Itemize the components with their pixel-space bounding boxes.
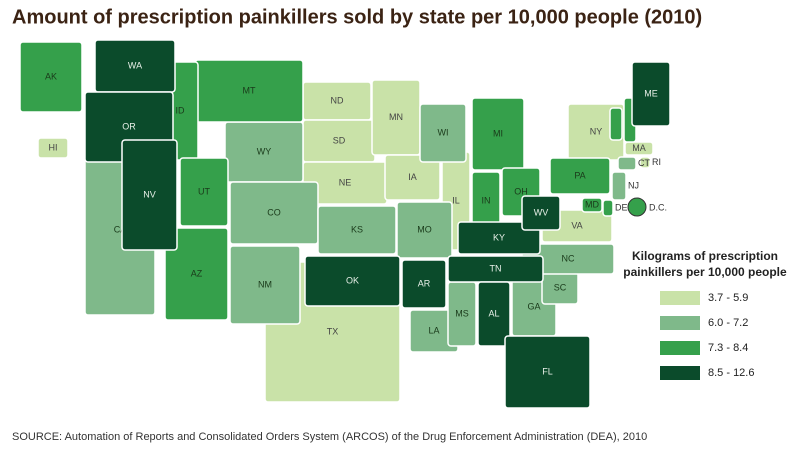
title: Amount of prescription painkillers sold … — [12, 6, 702, 28]
state-label: NM — [258, 279, 272, 289]
state-label: CA — [114, 224, 127, 234]
state — [617, 156, 637, 171]
state-label: NC — [562, 253, 575, 263]
state-label: FL — [542, 366, 553, 376]
legend-label: 3.7 - 5.9 — [708, 292, 748, 304]
state — [521, 195, 561, 231]
state — [419, 103, 467, 163]
legend-title: Kilograms of prescription — [632, 249, 778, 263]
state — [477, 281, 511, 347]
state-label: GA — [527, 301, 540, 311]
state-label: MA — [632, 143, 646, 153]
state — [631, 61, 671, 127]
state — [457, 221, 541, 255]
state — [609, 107, 623, 141]
state-label: PA — [574, 170, 585, 180]
state-label: IN — [482, 195, 491, 205]
state — [19, 41, 83, 113]
state-label: NE — [339, 177, 352, 187]
state-label: CT — [638, 158, 650, 168]
state-label: ND — [331, 95, 344, 105]
state — [471, 97, 525, 171]
state-label: MI — [493, 128, 503, 138]
state-label: RI — [652, 157, 661, 167]
state-label: OR — [122, 121, 136, 131]
state-label: TN — [490, 263, 502, 273]
state-label: SD — [333, 135, 346, 145]
state-label: OH — [514, 186, 528, 196]
state — [304, 255, 401, 307]
state-label: CO — [267, 207, 281, 217]
state — [602, 199, 614, 217]
state — [384, 154, 441, 201]
legend-swatch — [660, 341, 700, 355]
state-label: OK — [346, 275, 359, 285]
state — [121, 139, 178, 251]
state-label: NJ — [628, 180, 639, 190]
legend-label: 8.5 - 12.6 — [708, 367, 754, 379]
state — [37, 137, 69, 159]
state-label: NV — [143, 189, 156, 199]
state-label: ID — [176, 105, 186, 115]
state-label: WV — [534, 207, 549, 217]
state — [179, 157, 229, 227]
state-label: WI — [438, 127, 449, 137]
state-label: VA — [571, 220, 582, 230]
state-label: AK — [45, 71, 57, 81]
state — [624, 141, 654, 156]
legend-swatch — [660, 291, 700, 305]
state-label: MS — [455, 308, 469, 318]
legend-label: 6.0 - 7.2 — [708, 317, 748, 329]
state-label: AZ — [191, 268, 203, 278]
state — [401, 259, 447, 309]
state-label: KS — [351, 224, 363, 234]
state-label: ME — [644, 88, 658, 98]
state-label: IA — [408, 172, 417, 182]
legend-title: painkillers per 10,000 people — [623, 265, 787, 279]
legend-swatch — [660, 316, 700, 330]
state-label: AR — [418, 278, 431, 288]
state-label: MN — [389, 112, 403, 122]
state-label: AL — [488, 308, 499, 318]
state — [317, 205, 397, 255]
state-label: DE — [615, 202, 628, 212]
state — [504, 335, 591, 409]
state — [164, 227, 229, 321]
state-label: SC — [554, 282, 567, 292]
state-label: IL — [452, 195, 460, 205]
state-label: NY — [590, 126, 603, 136]
legend-swatch — [660, 366, 700, 380]
state-label: UT — [198, 186, 210, 196]
state-label: WY — [257, 146, 272, 156]
state — [639, 156, 651, 169]
state-label: MO — [417, 224, 432, 234]
state-label: D.C. — [649, 202, 667, 212]
state — [229, 245, 301, 325]
state — [549, 157, 611, 195]
state-label: MD — [585, 199, 599, 209]
map: ND SD NE MN IA IL TX VA NY MA RI HI CA WY CO NM KS MO LA MS… — [19, 39, 671, 409]
state-label: LA — [428, 325, 439, 335]
state — [396, 201, 453, 259]
state-label: WA — [128, 60, 142, 70]
state-label: MT — [243, 85, 256, 95]
legend-label: 7.3 - 8.4 — [708, 342, 748, 354]
state-label: HI — [49, 142, 58, 152]
state — [581, 197, 603, 213]
state — [611, 171, 627, 201]
source: SOURCE: Automation of Reports and Consol… — [12, 431, 647, 443]
state — [627, 197, 647, 217]
state-label: KY — [493, 232, 505, 242]
state-label: TX — [327, 326, 339, 336]
